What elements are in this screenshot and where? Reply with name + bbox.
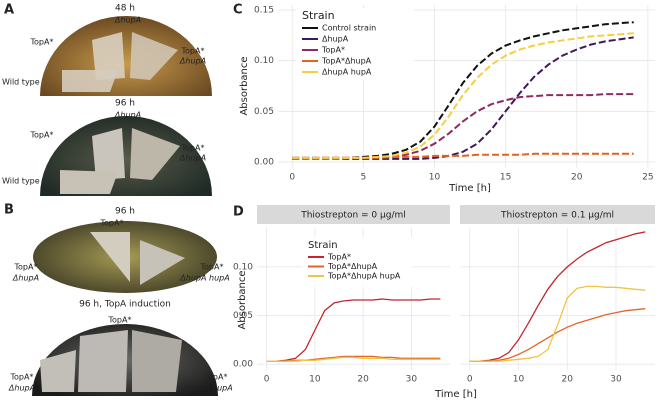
y-tick-label: 0.15 bbox=[254, 6, 274, 16]
y-tick-label: 0.05 bbox=[254, 107, 274, 117]
plate-title: 48 h bbox=[115, 4, 135, 14]
legend-label: TopA*ΔhupA bbox=[321, 57, 372, 66]
series-line bbox=[266, 355, 441, 362]
plate-label: TopA* bbox=[10, 373, 34, 382]
plate-label: ΔhupA bbox=[179, 57, 206, 66]
legend-title: Strain bbox=[308, 240, 338, 251]
x-tick-label: 20 bbox=[357, 375, 369, 385]
x-tick-label: 30 bbox=[406, 375, 418, 385]
plate-label: ΔhupA bbox=[179, 154, 206, 163]
photo-b1 bbox=[33, 221, 217, 293]
series-line bbox=[266, 356, 441, 362]
plate-label: TopA* bbox=[204, 373, 228, 382]
legend-label: TopA*ΔhupA bbox=[327, 262, 378, 271]
series-line bbox=[266, 298, 441, 362]
x-axis-title: Time [h] bbox=[434, 389, 477, 400]
plate-label: TopA* bbox=[100, 219, 124, 228]
x-tick-label: 20 bbox=[571, 173, 583, 183]
series-line bbox=[469, 285, 646, 362]
facet-strip bbox=[460, 205, 655, 224]
plate-label: ΔhupA hupA bbox=[182, 384, 232, 393]
y-tick-label: 0.00 bbox=[233, 360, 253, 370]
plate-label: TopA* bbox=[181, 47, 205, 56]
series-line bbox=[292, 93, 634, 159]
plate-label: TopA* bbox=[108, 316, 132, 325]
y-axis-title: Absorbance bbox=[239, 56, 250, 115]
plate-label: ΔhupA bbox=[114, 111, 141, 120]
x-tick-label: 0 bbox=[467, 375, 473, 385]
legend-box bbox=[296, 8, 414, 80]
y-tick-label: 0.05 bbox=[233, 311, 253, 321]
legend-label: ΔhupA hupA bbox=[322, 68, 372, 77]
plate-label: TopA* bbox=[30, 38, 54, 47]
x-tick-label: 10 bbox=[513, 375, 525, 385]
x-tick-label: 30 bbox=[610, 375, 622, 385]
x-tick-label: 10 bbox=[429, 173, 441, 183]
panel-letter: C bbox=[233, 3, 243, 18]
plate-title: 96 h, TopA induction bbox=[79, 300, 171, 310]
plate-label: Wild type bbox=[2, 177, 40, 186]
legend-label: TopA*ΔhupA hupA bbox=[327, 272, 401, 281]
x-tick-label: 0 bbox=[264, 375, 270, 385]
plate-label: ΔhupA bbox=[8, 384, 35, 393]
x-tick-label: 25 bbox=[642, 173, 653, 183]
plate-label: ΔhupA bbox=[12, 274, 39, 283]
y-tick-label: 0.10 bbox=[254, 56, 274, 66]
facet-title: Thiostrepton = 0 μg/ml bbox=[300, 211, 406, 221]
legend-label: TopA* bbox=[321, 46, 345, 55]
series-line bbox=[292, 32, 634, 159]
plate-title: 96 h bbox=[115, 207, 135, 217]
x-axis-title: Time [h] bbox=[448, 183, 491, 194]
x-tick-label: 10 bbox=[309, 375, 321, 385]
x-tick-label: 0 bbox=[289, 173, 295, 183]
plate-title: 96 h bbox=[115, 99, 135, 109]
legend-label: TopA* bbox=[327, 253, 351, 262]
x-tick-label: 15 bbox=[500, 173, 511, 183]
photo-a1 bbox=[40, 16, 212, 96]
panel-letter: B bbox=[4, 203, 14, 218]
panel-letter: D bbox=[233, 205, 244, 220]
facet-strip bbox=[257, 205, 450, 224]
legend-box bbox=[302, 237, 412, 287]
plate-label: TopA* bbox=[181, 144, 205, 153]
y-tick-label: 0.10 bbox=[233, 262, 253, 272]
series-line bbox=[469, 308, 646, 362]
plate-label: TopA* bbox=[200, 263, 224, 272]
plate-label: TopA* bbox=[14, 263, 38, 272]
y-axis-title: Absorbance bbox=[237, 270, 248, 329]
legend-label: ΔhupA bbox=[322, 35, 349, 44]
series-line bbox=[469, 231, 646, 362]
legend-label: Control strain bbox=[322, 24, 376, 33]
plate-label: ΔhupA bbox=[114, 16, 141, 25]
plate-label: Wild type bbox=[2, 78, 40, 87]
plate-label: ΔhupA hupA bbox=[179, 274, 229, 283]
facet-title: Thiostrepton = 0.1 μg/ml bbox=[500, 211, 614, 221]
photo-b2 bbox=[32, 324, 218, 396]
photo-a2 bbox=[40, 116, 212, 196]
panel-letter: A bbox=[4, 3, 14, 18]
legend-title: Strain bbox=[302, 9, 335, 22]
y-tick-label: 0.00 bbox=[254, 157, 274, 167]
x-tick-label: 20 bbox=[562, 375, 574, 385]
plate-label: TopA* bbox=[30, 131, 54, 140]
x-tick-label: 5 bbox=[360, 173, 366, 183]
